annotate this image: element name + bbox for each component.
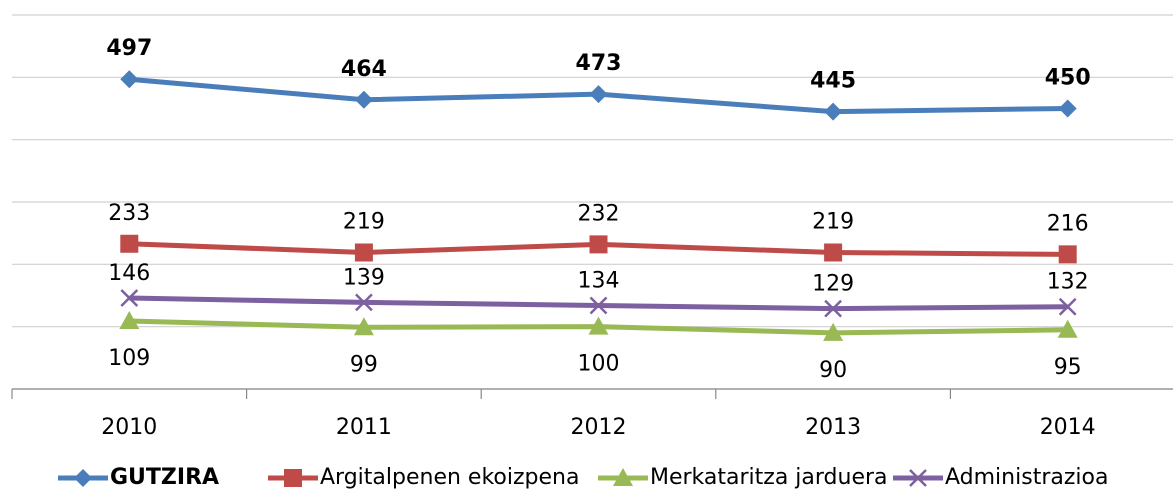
marker <box>588 316 609 335</box>
marker <box>353 317 374 336</box>
x-tick-label: 2010 <box>101 415 157 440</box>
legend-marker <box>74 469 92 487</box>
marker <box>355 293 373 312</box>
legend-label: Argitalpenen ekoizpena <box>320 465 579 490</box>
data-label: 100 <box>578 352 620 377</box>
x-tick-label: 2013 <box>805 415 861 440</box>
marker <box>824 243 843 262</box>
marker <box>1057 319 1078 338</box>
marker <box>120 234 139 253</box>
data-label: 99 <box>350 352 378 377</box>
data-label: 232 <box>578 201 620 226</box>
legend-marker <box>613 468 633 486</box>
data-label: 146 <box>108 261 150 286</box>
data-label: 473 <box>576 51 622 76</box>
legend-marker <box>909 469 927 487</box>
marker <box>589 235 608 254</box>
data-label: 95 <box>1054 355 1082 380</box>
marker <box>120 289 139 307</box>
data-label: 233 <box>108 201 150 226</box>
data-label: 109 <box>108 346 150 371</box>
data-label: 445 <box>810 69 856 94</box>
data-label: 497 <box>106 36 152 61</box>
data-label: 219 <box>343 209 385 234</box>
marker <box>589 296 608 315</box>
marker <box>119 311 140 330</box>
data-label: 219 <box>812 209 854 234</box>
data-label: 129 <box>812 272 854 297</box>
marker <box>824 299 842 318</box>
marker <box>120 70 139 89</box>
legend-marker <box>284 469 302 487</box>
x-tick-label: 2012 <box>571 415 627 440</box>
data-label: 132 <box>1047 270 1089 295</box>
marker <box>354 90 373 109</box>
data-label: 464 <box>341 57 387 82</box>
marker <box>823 322 844 341</box>
marker <box>1058 99 1077 118</box>
x-tick-label: 2014 <box>1040 415 1096 440</box>
marker <box>354 243 373 262</box>
data-label: 450 <box>1045 66 1091 91</box>
marker <box>1058 297 1077 316</box>
x-tick-label: 2011 <box>336 415 392 440</box>
marker <box>589 85 608 104</box>
data-label: 139 <box>343 265 385 290</box>
marker <box>824 102 843 121</box>
data-label: 134 <box>578 268 620 293</box>
legend-label: Administrazioa <box>945 465 1108 490</box>
marker <box>1058 245 1077 264</box>
legend-label: Merkataritza jarduera <box>650 465 888 490</box>
legend-label: GUTZIRA <box>110 465 219 490</box>
data-label: 90 <box>819 358 847 383</box>
data-label: 216 <box>1047 211 1089 236</box>
